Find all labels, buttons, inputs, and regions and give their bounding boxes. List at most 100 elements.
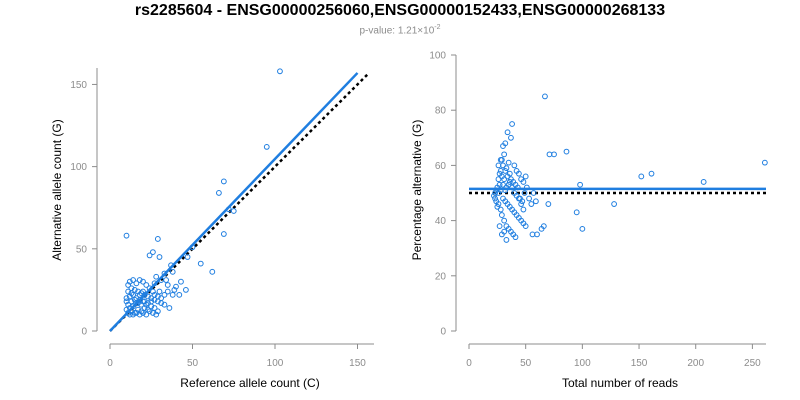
right-data-point (492, 190, 498, 196)
left-data-point (136, 311, 143, 318)
right-data-point (508, 176, 514, 183)
left-x-tick-label: 0 (107, 358, 113, 369)
left-x-axis-title: Reference allele count (C) (180, 376, 319, 390)
left-data-point (123, 232, 130, 239)
right-x-tick-label: 250 (744, 358, 761, 369)
right-data-point (577, 181, 583, 188)
right-data-point (509, 121, 515, 127)
right-x-tick-label: 50 (520, 358, 532, 369)
left-data-point (150, 288, 156, 295)
left-data-point (130, 291, 137, 298)
right-data-point (500, 162, 506, 169)
right-points (491, 93, 768, 243)
right-data-point (638, 173, 645, 180)
right-x-ticks: 0 50 100 150 200 250 (466, 343, 761, 369)
right-data-point (497, 156, 504, 163)
left-y-tick-label: 150 (70, 80, 87, 91)
left-data-point (154, 308, 161, 315)
right-data-point (504, 129, 511, 136)
right-data-point (511, 162, 518, 169)
left-data-point (154, 293, 161, 300)
right-data-point (503, 237, 510, 243)
p-value-text: p-value: 1.21×10 (359, 25, 435, 37)
left-data-point (140, 298, 146, 305)
left-data-point (136, 291, 143, 298)
right-data-point (496, 223, 503, 230)
right-data-point (495, 176, 502, 183)
right-data-point (761, 159, 768, 166)
right-data-point (530, 190, 537, 196)
right-data-point (501, 217, 508, 224)
left-data-point (150, 249, 156, 256)
left-points (123, 68, 283, 318)
left-data-point (143, 311, 150, 318)
right-data-point (500, 143, 506, 149)
left-y-tick-label: 0 (81, 327, 87, 338)
left-data-point (154, 236, 161, 242)
left-data-point (136, 277, 143, 283)
left-data-point (171, 287, 178, 293)
left-data-point (148, 295, 155, 302)
right-data-point (521, 190, 528, 196)
left-data-point (141, 298, 148, 305)
left-x-tick-label: 50 (187, 358, 199, 369)
left-y-tick-label: 50 (76, 244, 88, 255)
left-data-point (277, 68, 283, 75)
left-data-point (150, 310, 156, 316)
right-data-point (551, 151, 557, 158)
left-data-point (145, 300, 151, 306)
left-data-point (146, 252, 153, 259)
p-value-exponent: -2 (434, 24, 441, 31)
left-x-tick-label: 150 (349, 358, 366, 369)
left-data-point (163, 277, 170, 283)
left-data-point (138, 308, 145, 315)
left-data-point (220, 178, 227, 185)
left-data-point (169, 268, 176, 275)
right-data-point (500, 181, 506, 188)
right-y-axis-title: Percentage alternative (G) (410, 120, 424, 261)
right-data-point (532, 198, 539, 205)
left-data-point (126, 278, 133, 285)
left-data-point (133, 280, 140, 287)
chart-title: rs2285604 - ENSG00000256060,ENSG00000152… (134, 2, 666, 19)
left-data-point (166, 305, 173, 311)
right-data-point (501, 151, 508, 158)
right-data-point (492, 195, 498, 202)
left-data-point (140, 288, 146, 295)
left-data-point (138, 290, 145, 297)
left-data-point (131, 287, 138, 293)
right-data-point (512, 234, 519, 241)
right-data-point (493, 198, 500, 205)
left-data-point (125, 282, 132, 288)
right-data-point (502, 168, 509, 174)
left-y-ticks: 0 50 100 150 (70, 80, 98, 338)
left-y-axis-title: Alternative allele count (G) (50, 119, 64, 260)
right-y-tick-label: 40 (435, 216, 447, 227)
left-data-point (169, 291, 176, 298)
left-data-point (158, 295, 165, 302)
left-data-point (178, 278, 184, 285)
right-data-point (542, 93, 548, 100)
left-data-point (135, 306, 141, 313)
right-x-tick-label: 0 (466, 358, 472, 369)
right-data-point (491, 192, 497, 199)
left-data-point (216, 190, 222, 196)
right-data-point (534, 231, 540, 238)
right-data-point (506, 179, 513, 185)
right-y-tick-label: 80 (435, 106, 447, 117)
left-data-point (140, 310, 146, 316)
right-data-point (496, 170, 503, 177)
right-data-point (540, 223, 547, 230)
left-x-tick-label: 100 (267, 358, 284, 369)
left-data-point (143, 282, 150, 288)
left-data-point (220, 231, 227, 237)
left-data-point (153, 273, 160, 280)
left-data-point (131, 310, 138, 316)
right-data-point (497, 206, 504, 213)
right-y-tick-label: 60 (435, 161, 447, 172)
left-data-point (128, 290, 135, 297)
left-data-point (176, 291, 183, 298)
left-data-point (161, 291, 168, 298)
right-data-point (494, 203, 501, 210)
